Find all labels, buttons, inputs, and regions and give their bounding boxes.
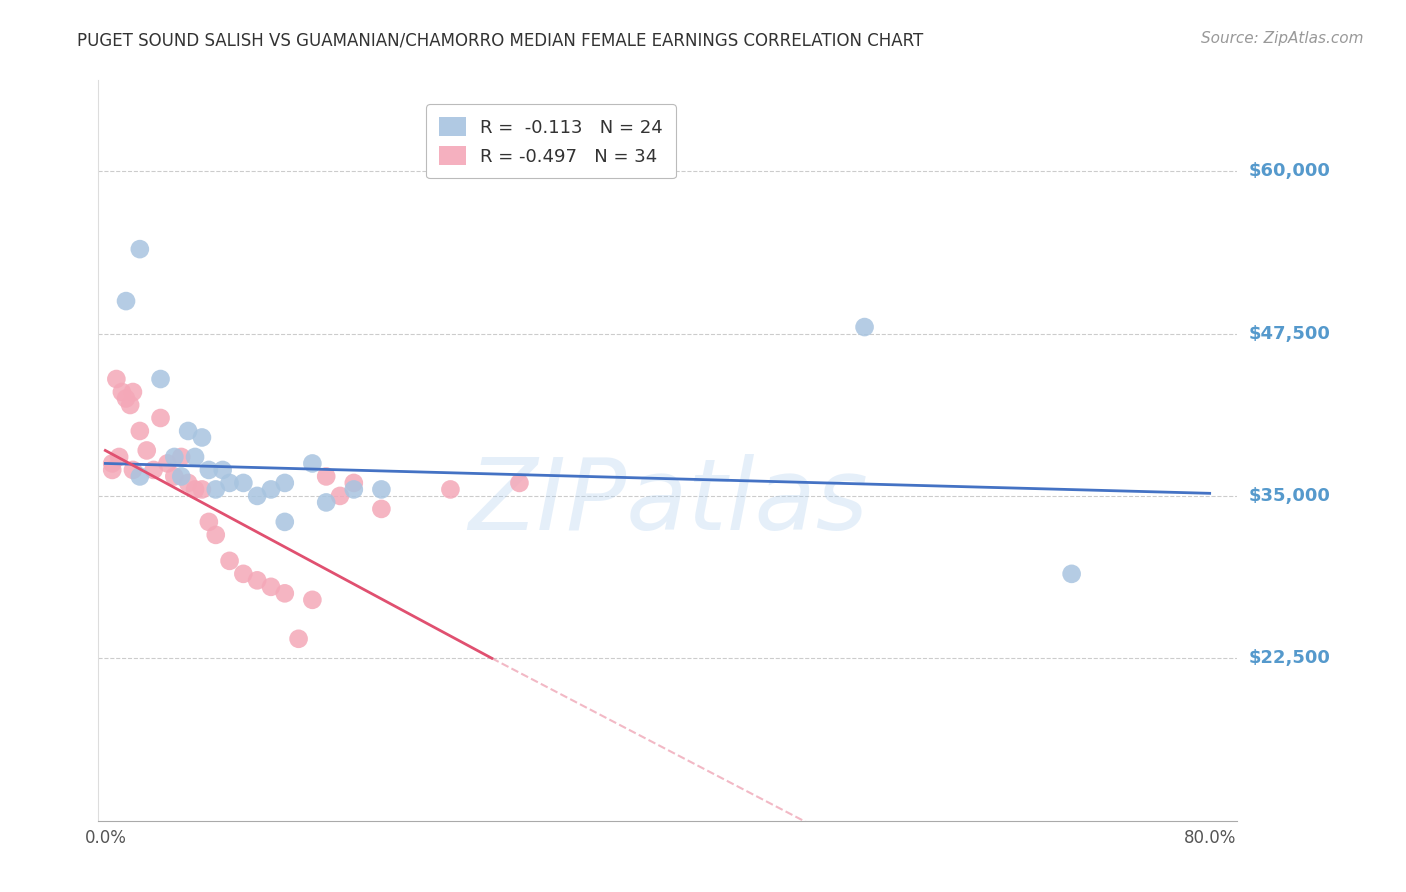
Point: [184, 483, 207, 497]
Point: [260, 483, 283, 497]
Point: [128, 424, 150, 438]
Point: [177, 424, 200, 438]
Point: [184, 450, 207, 464]
Point: [163, 469, 186, 483]
Text: $22,500: $22,500: [1249, 649, 1330, 667]
Point: [120, 398, 142, 412]
Point: [439, 483, 461, 497]
Point: [274, 515, 297, 529]
Point: [260, 580, 283, 594]
Point: [163, 450, 186, 464]
Point: [853, 320, 876, 334]
Point: [508, 475, 530, 490]
Point: [315, 495, 337, 509]
Point: [198, 515, 221, 529]
Point: [142, 463, 165, 477]
Point: [232, 475, 254, 490]
Point: [122, 384, 145, 399]
Point: [108, 450, 131, 464]
Text: $35,000: $35,000: [1249, 487, 1330, 505]
Point: [105, 372, 128, 386]
Point: [191, 483, 214, 497]
Point: [177, 475, 200, 490]
Point: [170, 469, 193, 483]
Point: [211, 463, 233, 477]
Point: [274, 586, 297, 600]
Point: [122, 463, 145, 477]
Point: [343, 475, 366, 490]
Point: [301, 592, 323, 607]
Point: [218, 554, 240, 568]
Point: [315, 469, 337, 483]
Point: [329, 489, 352, 503]
Point: [204, 483, 226, 497]
Point: [246, 574, 269, 588]
Point: [149, 372, 172, 386]
Point: [370, 502, 392, 516]
Legend: R =  -0.113   N = 24, R = -0.497   N = 34: R = -0.113 N = 24, R = -0.497 N = 34: [426, 104, 676, 178]
Point: [191, 430, 214, 444]
Point: [135, 443, 157, 458]
Text: Source: ZipAtlas.com: Source: ZipAtlas.com: [1201, 31, 1364, 46]
Point: [246, 489, 269, 503]
Point: [101, 457, 124, 471]
Point: [204, 528, 226, 542]
Point: [198, 463, 221, 477]
Point: [101, 463, 124, 477]
Point: [170, 450, 193, 464]
Text: $60,000: $60,000: [1249, 162, 1330, 180]
Point: [156, 457, 179, 471]
Point: [115, 294, 138, 309]
Point: [343, 483, 366, 497]
Point: [218, 475, 240, 490]
Point: [128, 242, 150, 256]
Point: [370, 483, 392, 497]
Point: [287, 632, 309, 646]
Point: [274, 475, 297, 490]
Point: [301, 457, 323, 471]
Point: [149, 411, 172, 425]
Point: [115, 392, 138, 406]
Text: ZIPatlas: ZIPatlas: [468, 454, 868, 550]
Point: [128, 469, 150, 483]
Text: PUGET SOUND SALISH VS GUAMANIAN/CHAMORRO MEDIAN FEMALE EARNINGS CORRELATION CHAR: PUGET SOUND SALISH VS GUAMANIAN/CHAMORRO…: [77, 31, 924, 49]
Point: [232, 566, 254, 581]
Point: [1060, 566, 1083, 581]
Point: [111, 384, 134, 399]
Text: $47,500: $47,500: [1249, 325, 1330, 343]
